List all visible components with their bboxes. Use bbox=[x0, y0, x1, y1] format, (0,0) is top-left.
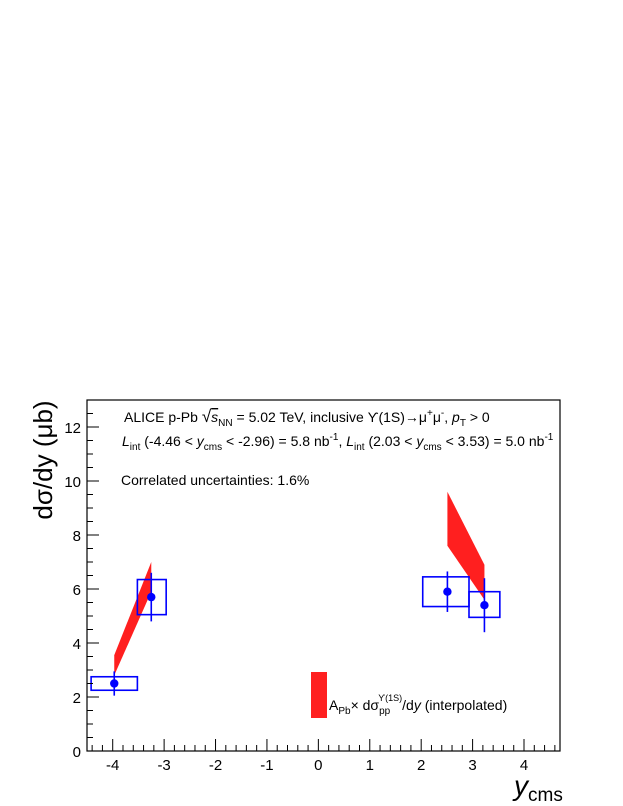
x-tick-label: 4 bbox=[520, 757, 528, 774]
y-tick-label: 2 bbox=[73, 690, 81, 707]
data-point-1 bbox=[147, 592, 156, 602]
data-point-3 bbox=[480, 601, 489, 610]
annotation-line-1: ALICE p-Pb √sNN = 5.02 TeV, inclusive ϒ(… bbox=[124, 407, 490, 429]
y-tick-label: 12 bbox=[64, 420, 81, 437]
y-tick-label: 4 bbox=[73, 636, 81, 653]
y-tick-label: 10 bbox=[64, 474, 81, 491]
x-axis-title: ycms bbox=[512, 770, 563, 806]
legend-swatch bbox=[311, 672, 327, 718]
x-tick-label: 3 bbox=[468, 757, 476, 774]
x-axis-ticks: -4 -3 -2 -1 0 1 2 3 4 bbox=[91, 739, 556, 774]
data-point-0 bbox=[110, 679, 119, 688]
theory-band-1 bbox=[447, 491, 485, 600]
x-tick-label: -4 bbox=[106, 757, 119, 774]
x-tick-label: 2 bbox=[417, 757, 425, 774]
legend-label: APb× dσppϒ(1S)/dy (interpolated) bbox=[329, 693, 507, 717]
y-tick-label: 0 bbox=[73, 744, 81, 761]
annotation-line-2: Lint (-4.46 < ycms < -2.96) = 5.8 nb-1, … bbox=[122, 432, 554, 453]
theory-bands bbox=[114, 491, 485, 676]
y-tick-label: 8 bbox=[73, 528, 81, 545]
x-tick-label: -3 bbox=[157, 757, 170, 774]
x-tick-label: -1 bbox=[260, 757, 273, 774]
theory-band-0 bbox=[114, 562, 152, 676]
x-tick-label: -2 bbox=[209, 757, 222, 774]
x-tick-label: 1 bbox=[366, 757, 374, 774]
y-tick-label: 6 bbox=[73, 582, 81, 599]
data-points bbox=[110, 587, 489, 688]
correlated-uncertainties-note: Correlated uncertainties: 1.6% bbox=[121, 472, 309, 488]
y-axis-title: dσ/dy (μb) bbox=[28, 400, 58, 519]
x-tick-label: 0 bbox=[314, 757, 322, 774]
y-axis-ticks: 0 2 4 6 8 10 12 bbox=[64, 399, 99, 761]
data-point-2 bbox=[443, 587, 452, 596]
stat-error-bars bbox=[113, 571, 486, 696]
